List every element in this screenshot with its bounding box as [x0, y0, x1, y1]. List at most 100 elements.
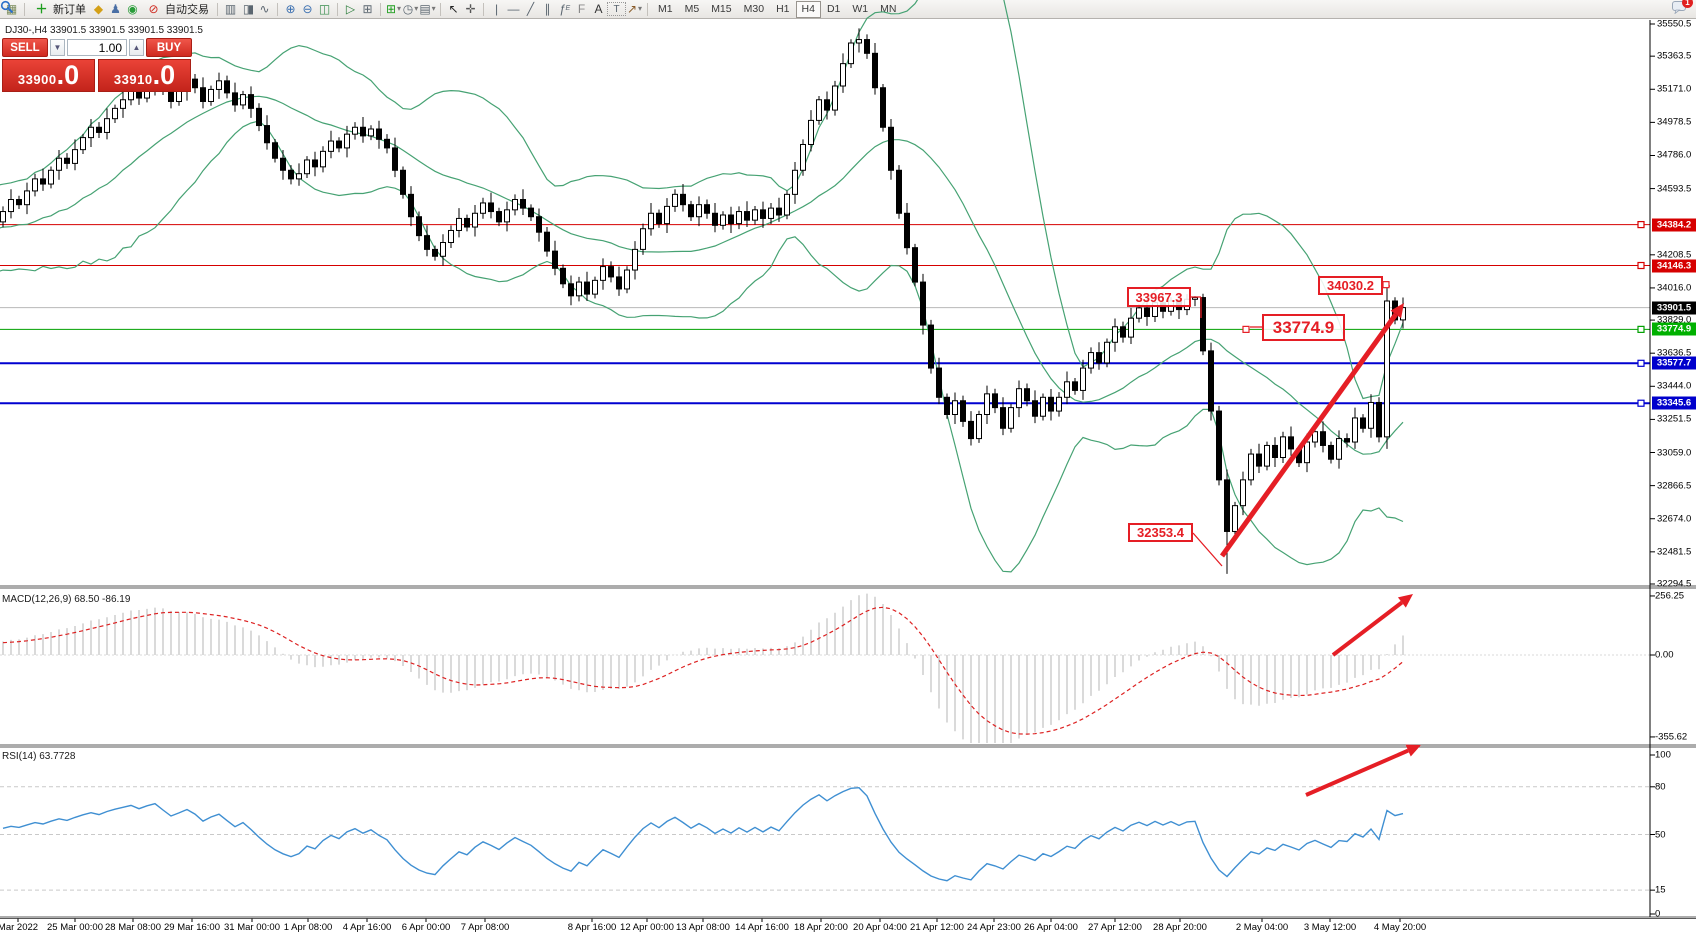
arrows-icon[interactable]: ↗ ▾: [626, 2, 643, 16]
rsi-axis-tick: 0: [1655, 908, 1661, 920]
price-tick: 33636.5: [1657, 347, 1692, 359]
bar-chart-icon[interactable]: ▥: [224, 2, 237, 16]
date-label: 3 May 12:00: [1303, 922, 1357, 933]
data-window-icon[interactable]: ⊞: [362, 2, 373, 16]
price-tick: 33251.5: [1657, 413, 1692, 425]
sell-price[interactable]: 33900 .0: [2, 59, 95, 92]
sell-price-pips: .0: [56, 60, 80, 90]
main-toolbar: ▦ ＋ 新订单 ◆ ♟ ◉ ⊘ 自动交易 ▥ ▯▮ ∿ ⊕ ⊖ ◫ ▷ ⊞ ⊞ ▾…: [0, 0, 1696, 19]
macd-label: MACD(12,26,9) 68.50 -86.19: [2, 594, 131, 605]
volume-decrease-button[interactable]: ▼: [50, 39, 65, 56]
timeframe-D1[interactable]: D1: [826, 2, 841, 15]
periods-clock-icon[interactable]: ◷ ▾: [402, 2, 419, 16]
vertical-line-icon[interactable]: |: [494, 2, 499, 16]
date-label: 4 May 20:00: [1373, 922, 1427, 933]
toolbar-separator: [277, 2, 278, 16]
horizontal-line-icon[interactable]: —: [507, 2, 520, 16]
date-label: 6 Apr 00:00: [401, 922, 451, 933]
timeframe-M1[interactable]: M1: [658, 2, 673, 15]
search-icon[interactable]: [0, 0, 1666, 17]
fibonacci-fan-icon[interactable]: F: [577, 2, 586, 16]
new-order-button[interactable]: ＋ 新订单: [29, 1, 90, 17]
sell-button[interactable]: SELL: [2, 38, 48, 57]
text-icon[interactable]: A: [594, 2, 603, 16]
autotrading-label: 自动交易: [165, 4, 209, 16]
price-annotation[interactable]: 33967.3: [1127, 287, 1191, 307]
price-tick: 35363.5: [1657, 50, 1692, 62]
toolbar-separator: [440, 2, 441, 16]
price-annotation[interactable]: 34030.2: [1318, 276, 1383, 295]
rsi-axis-tick: 50: [1655, 829, 1666, 840]
notifications-icon[interactable]: 1: [1672, 0, 1693, 17]
buy-price[interactable]: 33910 .0: [98, 59, 191, 92]
one-click-trading-panel: SELL ▼ 1.00 ▲ BUY 33900 .0 33910 .0: [2, 38, 192, 92]
price-badge: 33577.7: [1652, 356, 1696, 370]
price-tick: 34786.0: [1657, 149, 1692, 161]
text-label-icon[interactable]: T: [607, 2, 626, 16]
date-label: 2 May 04:00: [1235, 922, 1289, 933]
candlestick-chart-icon[interactable]: ▯▮: [242, 2, 254, 16]
notification-badge: 1: [1682, 0, 1693, 8]
price-tick: 32294.5: [1657, 578, 1692, 590]
trendline-icon[interactable]: ╱: [526, 2, 535, 16]
price-annotation[interactable]: 33774.9: [1262, 314, 1345, 341]
toolbar-separator: [337, 2, 338, 16]
toolbar-separator: [483, 2, 484, 16]
crosshair-icon[interactable]: ✛: [465, 2, 476, 16]
price-annotation[interactable]: 32353.4: [1128, 523, 1193, 542]
cursor-icon[interactable]: ↖: [448, 2, 459, 16]
volume-input[interactable]: 1.00: [67, 39, 127, 56]
date-label: 29 Mar 16:00: [164, 922, 220, 933]
date-label: Mar 2022: [0, 922, 39, 933]
timeframe-bar: M1 M5 M15 M30 H1 H4 D1 W1 MN: [652, 0, 902, 18]
date-label: 27 Apr 12:00: [1088, 922, 1142, 933]
price-tick: 33829.0: [1657, 314, 1692, 326]
date-label: 20 Apr 04:00: [853, 922, 907, 933]
price-tick: 32866.5: [1657, 480, 1692, 492]
price-tick: 35171.0: [1657, 83, 1692, 95]
timeframe-M15[interactable]: M15: [711, 2, 732, 15]
new-order-label: 新订单: [53, 4, 86, 16]
buy-price-pips: .0: [152, 60, 176, 90]
price-badge: 34384.2: [1652, 218, 1696, 232]
volume-increase-button[interactable]: ▲: [129, 39, 144, 56]
price-badge: 33345.6: [1652, 396, 1696, 410]
zoom-out-icon[interactable]: ⊖: [302, 2, 313, 16]
buy-price-main: 33910: [113, 72, 153, 87]
signal-icon[interactable]: ◉: [127, 2, 138, 16]
timeframe-M30[interactable]: M30: [743, 2, 765, 15]
timeframe-M5[interactable]: M5: [684, 2, 700, 15]
new-chart-icon[interactable]: ▦: [5, 2, 18, 16]
zoom-in-icon[interactable]: ⊕: [285, 2, 296, 16]
price-tick: 33444.0: [1657, 380, 1692, 392]
profile-icon[interactable]: ♟: [110, 2, 121, 16]
date-label: 28 Apr 20:00: [1153, 922, 1207, 933]
timeframe-W1[interactable]: W1: [852, 2, 869, 15]
chart-ohlc-line: DJ30-,H4 33901.5 33901.5 33901.5 33901.5: [5, 25, 203, 36]
rsi-axis-tick: 100: [1655, 749, 1671, 761]
templates-icon[interactable]: ▤ ▾: [419, 2, 436, 16]
toolbar-separator: [24, 2, 25, 16]
line-chart-icon[interactable]: ∿: [259, 2, 270, 16]
channel-icon[interactable]: ∥: [544, 2, 551, 16]
add-indicator-icon[interactable]: ⊞ ▾: [385, 2, 402, 16]
timeframe-H4[interactable]: H4: [795, 0, 821, 18]
timeframe-H1[interactable]: H1: [776, 2, 790, 15]
autotrading-ban-icon: ⊘: [148, 2, 159, 16]
date-label: 25 Mar 00:00: [47, 922, 103, 933]
date-label: 28 Mar 08:00: [105, 922, 161, 933]
date-label: 8 Apr 16:00: [567, 922, 617, 933]
price-tick: 34016.0: [1657, 282, 1692, 294]
sell-price-main: 33900: [17, 72, 57, 87]
strategy-tester-icon[interactable]: ▷: [345, 2, 356, 16]
autotrading-button[interactable]: ⊘ 自动交易: [141, 1, 213, 17]
toolbar-separator: [380, 2, 381, 16]
price-tick: 34978.5: [1657, 116, 1692, 128]
tile-windows-icon[interactable]: ◫: [318, 2, 331, 16]
deposit-icon[interactable]: ◆: [93, 2, 104, 16]
price-tick: 34208.5: [1657, 249, 1692, 261]
price-badge: 33901.5: [1652, 301, 1696, 315]
buy-button[interactable]: BUY: [146, 38, 192, 57]
